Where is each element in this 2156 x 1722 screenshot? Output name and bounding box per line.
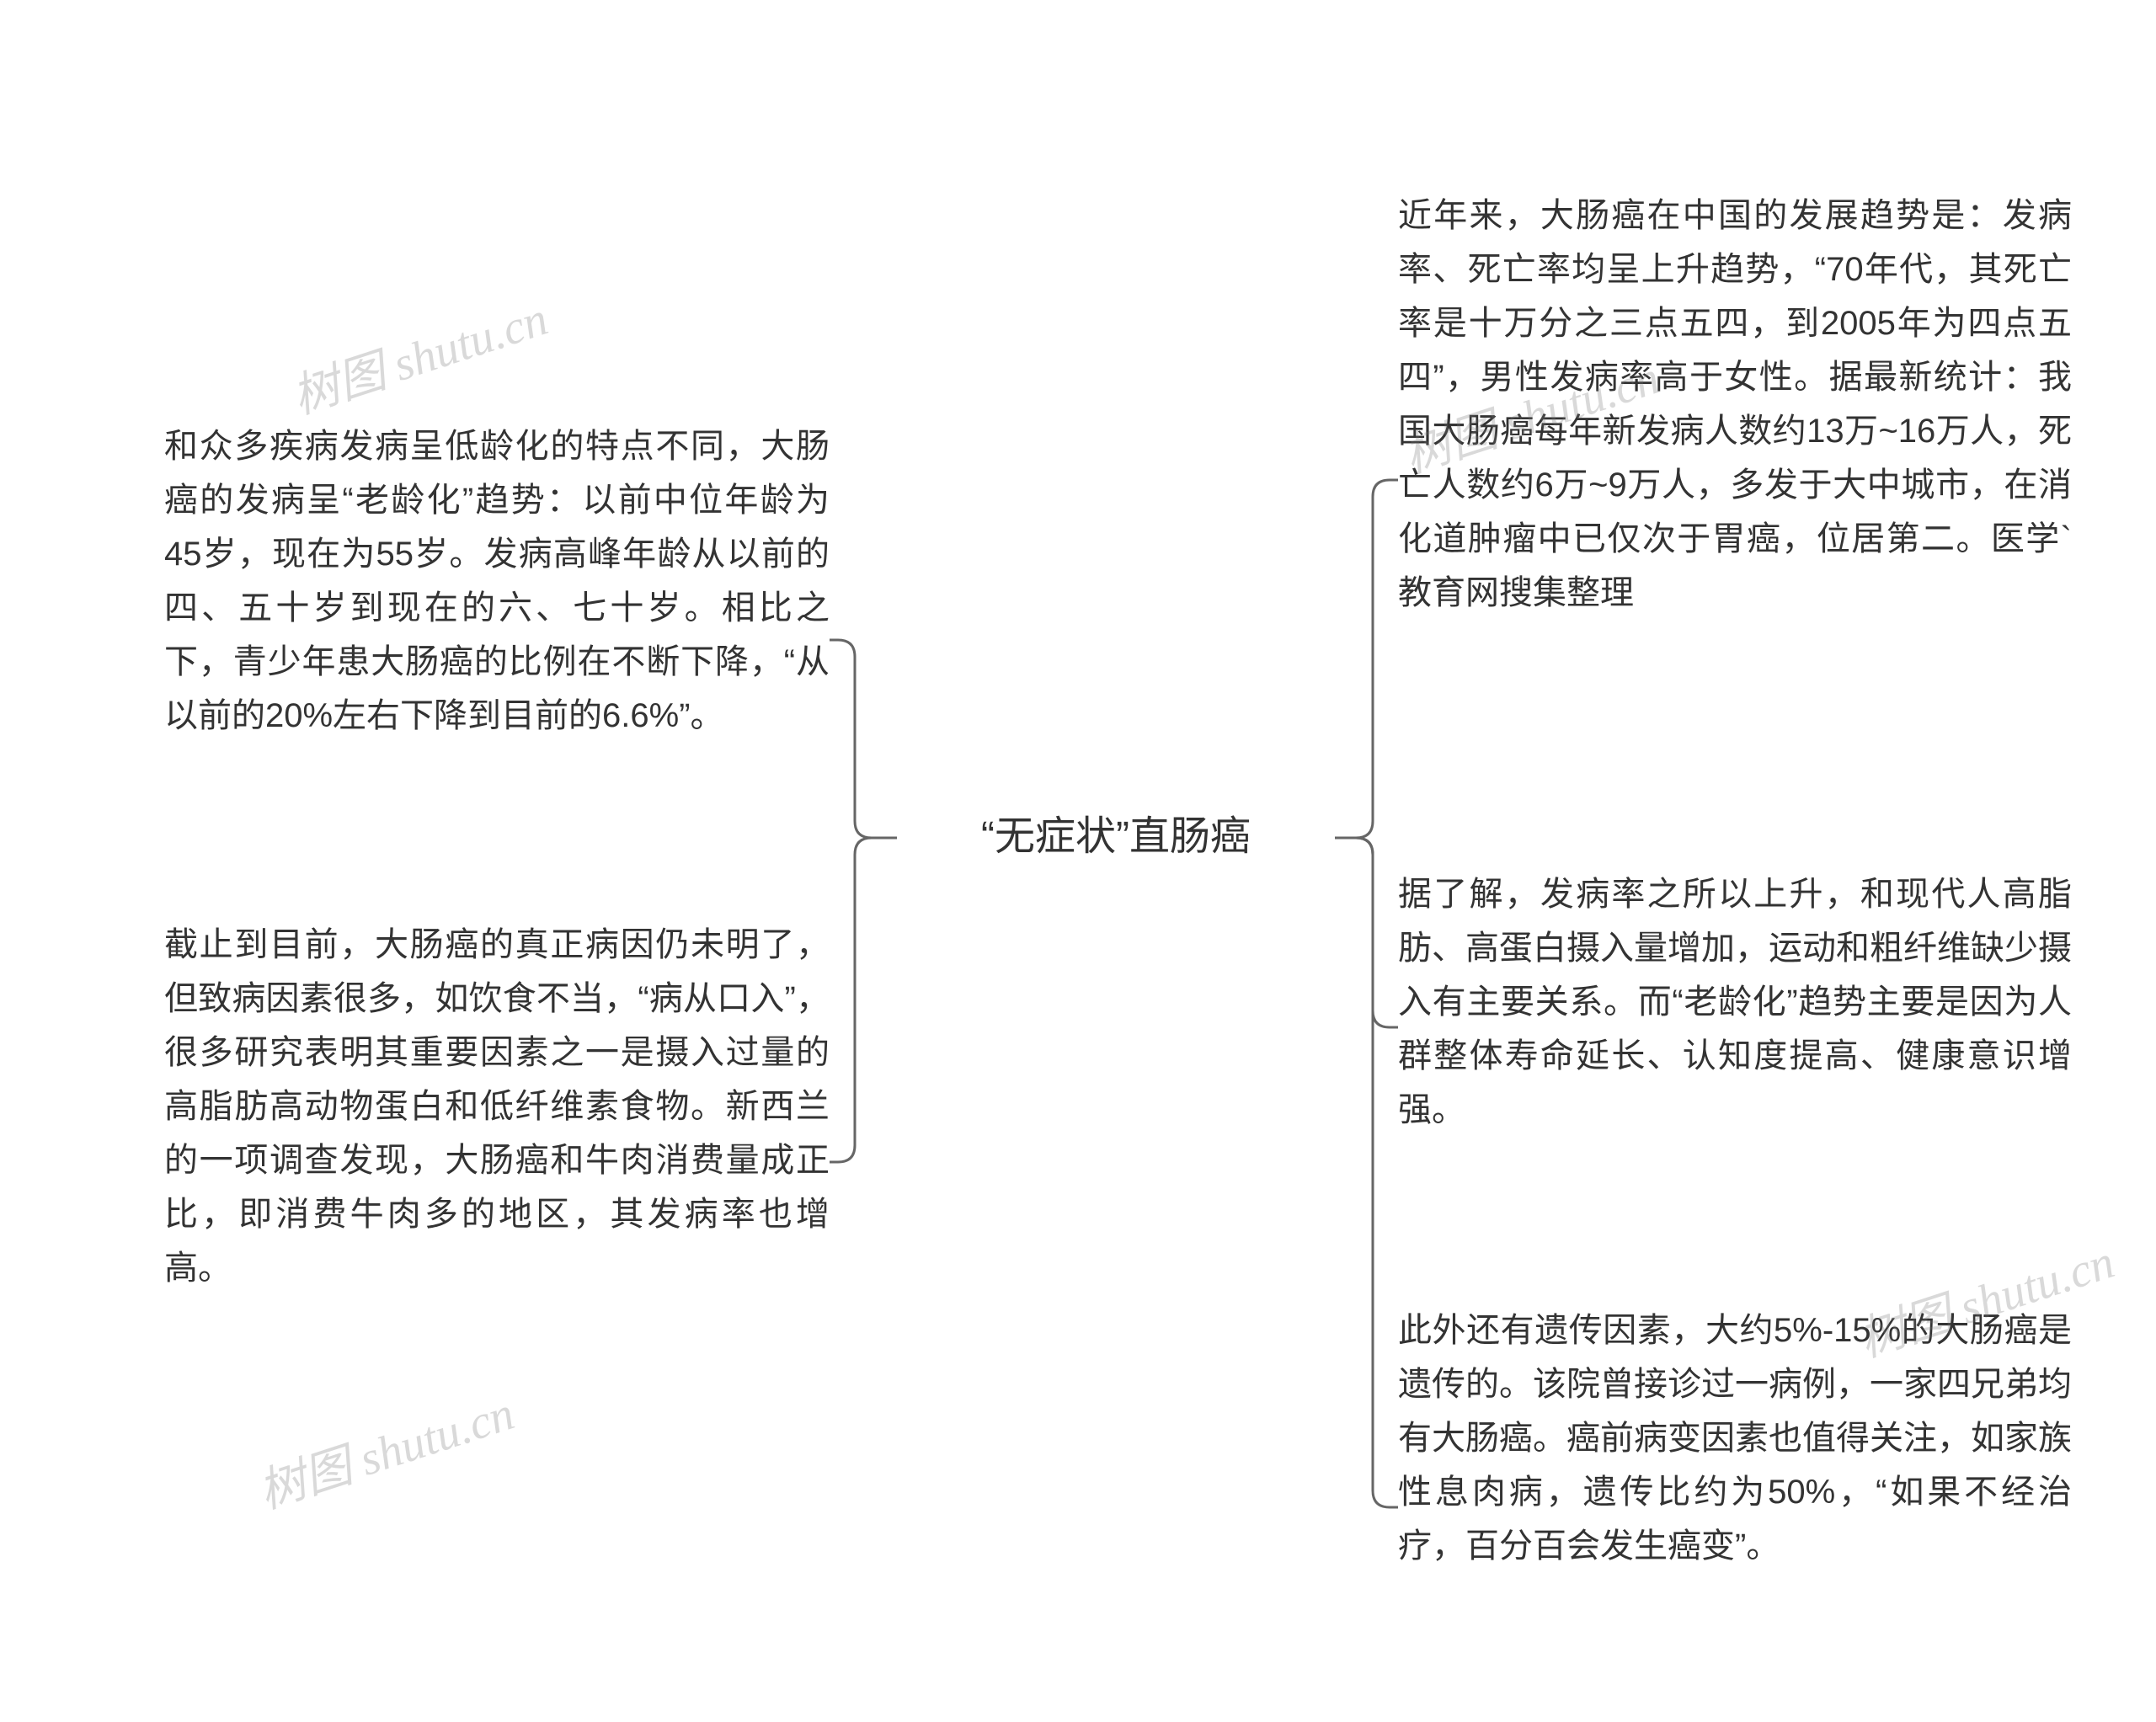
- connector-right-1: [1335, 480, 1398, 838]
- right-node-3-text: 此外还有遗传因素，大约5%-15%的大肠癌是遗传的。该院曾接诊过一病例，一家四兄…: [1398, 1312, 2072, 1565]
- left-node-1: 和众多疾病发病呈低龄化的特点不同，大肠癌的发病呈“老龄化”趋势：以前中位年龄为4…: [164, 419, 830, 743]
- connector-left-1: [830, 640, 897, 838]
- right-node-2: 据了解，发病率之所以上升，和现代人高脂肪、高蛋白摄入量增加，运动和粗纤维缺少摄入…: [1398, 867, 2072, 1137]
- right-node-1: 近年来，大肠癌在中国的发展趋势是：发病率、死亡率均呈上升趋势，“70年代，其死亡…: [1398, 189, 2072, 620]
- mindmap-canvas: “无症状”直肠癌 和众多疾病发病呈低龄化的特点不同，大肠癌的发病呈“老龄化”趋势…: [0, 0, 2156, 1722]
- right-node-1-text: 近年来，大肠癌在中国的发展趋势是：发病率、死亡率均呈上升趋势，“70年代，其死亡…: [1398, 197, 2072, 611]
- watermark-1: 树图 shutu.cn: [282, 280, 555, 427]
- right-node-2-text: 据了解，发病率之所以上升，和现代人高脂肪、高蛋白摄入量增加，运动和粗纤维缺少摄入…: [1398, 876, 2072, 1128]
- right-node-3: 此外还有遗传因素，大约5%-15%的大肠癌是遗传的。该院曾接诊过一病例，一家四兄…: [1398, 1303, 2072, 1573]
- center-title: “无症状”直肠癌: [981, 814, 1251, 859]
- connector-right-3: [1335, 838, 1398, 1507]
- left-node-2-text: 截止到目前，大肠癌的真正病因仍未明了，但致病因素很多，如饮食不当，“病从口入”，…: [164, 926, 830, 1287]
- left-node-2: 截止到目前，大肠癌的真正病因仍未明了，但致病因素很多，如饮食不当，“病从口入”，…: [164, 918, 830, 1295]
- center-node: “无症状”直肠癌: [901, 808, 1331, 865]
- connector-left-2: [830, 838, 897, 1162]
- watermark-2: 树图 shutu.cn: [248, 1375, 521, 1522]
- left-node-1-text: 和众多疾病发病呈低龄化的特点不同，大肠癌的发病呈“老龄化”趋势：以前中位年龄为4…: [164, 428, 830, 734]
- connector-right-2: [1335, 838, 1398, 1027]
